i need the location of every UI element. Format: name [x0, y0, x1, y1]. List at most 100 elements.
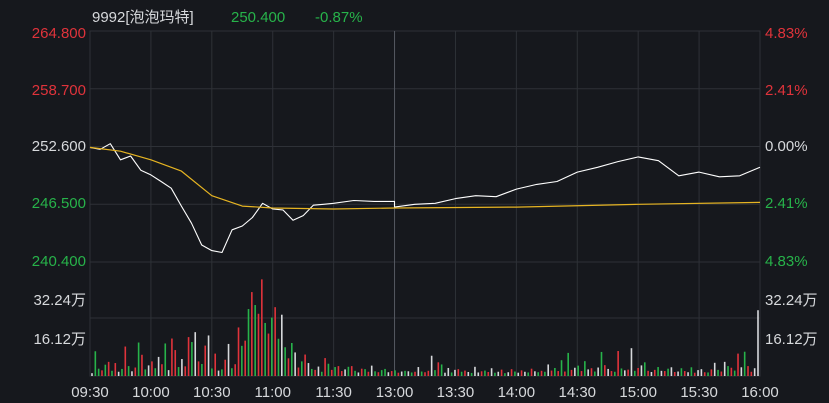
- volume-bar: [114, 363, 117, 376]
- volume-bar: [340, 371, 343, 376]
- volume-bar: [713, 362, 716, 376]
- volume-bar: [514, 371, 516, 376]
- volume-bar: [440, 364, 443, 376]
- volume-bar: [297, 367, 300, 376]
- volume-bar: [477, 372, 480, 376]
- volume-bar: [730, 367, 733, 376]
- y-tick-label: 264.800: [32, 25, 86, 42]
- volume-bar: [400, 371, 403, 376]
- volume-right-tick-label: 32.24万: [765, 292, 818, 309]
- volume-bar: [141, 354, 143, 376]
- volume-bar: [710, 369, 713, 376]
- price-lines: [89, 143, 761, 254]
- volume-bar: [494, 372, 496, 376]
- volume-bar: [347, 366, 350, 376]
- volume-bar: [647, 370, 649, 376]
- volume-bar: [550, 370, 553, 376]
- volume-bar: [594, 371, 596, 376]
- volume-bar: [570, 369, 573, 376]
- volume-bar: [227, 343, 230, 376]
- x-tick-label: 16:00: [741, 384, 779, 401]
- volume-bar: [584, 361, 586, 376]
- volume-bar: [700, 369, 703, 376]
- volume-bar: [720, 371, 723, 376]
- volume-bar: [187, 337, 190, 376]
- volume-bar: [500, 369, 503, 376]
- x-tick-label: 10:30: [193, 384, 231, 401]
- volume-bar: [384, 368, 386, 376]
- volume-bar: [167, 370, 170, 376]
- volume-bar: [733, 370, 736, 376]
- x-axis: 09:30 10:00 10:30 11:00 11:30 13:00 13:30 14:00…: [71, 384, 779, 401]
- volume-bar: [673, 371, 676, 376]
- volume-bar: [707, 372, 709, 376]
- volume-bar: [244, 340, 246, 376]
- volume-bar: [247, 309, 250, 376]
- y-right-tick-label: 4.83%: [765, 25, 808, 42]
- volume-bar: [171, 338, 173, 376]
- volume-bar: [474, 366, 476, 376]
- volume-bar: [547, 364, 550, 376]
- volume-bar: [357, 372, 360, 376]
- volume-bar: [470, 372, 473, 376]
- volume-bar: [540, 370, 543, 376]
- volume-bar: [121, 368, 123, 376]
- volume-bar: [304, 354, 306, 376]
- x-tick-label: 14:00: [498, 384, 536, 401]
- volume-bar: [117, 371, 120, 376]
- volume-bar: [367, 371, 370, 376]
- volume-bar: [743, 351, 746, 376]
- volume-bar: [267, 333, 270, 376]
- volume-bar: [683, 371, 686, 376]
- volume-bar: [370, 365, 373, 376]
- volume-bar: [407, 371, 410, 376]
- volume-bar: [147, 365, 150, 376]
- volume-tick-label: 32.24万: [33, 292, 86, 309]
- volume-bar: [667, 368, 669, 376]
- volume-bar: [204, 345, 207, 376]
- volume-bar: [251, 292, 253, 376]
- volume-bar: [144, 369, 147, 376]
- volume-bar: [264, 322, 266, 376]
- volume-bar: [434, 370, 436, 376]
- volume-bar: [414, 371, 416, 376]
- volume-bar: [420, 371, 423, 376]
- volume-bar: [517, 372, 520, 376]
- volume-bar: [677, 371, 679, 376]
- volume-bar: [307, 363, 310, 376]
- volume-bar: [747, 366, 749, 376]
- volume-bar: [211, 368, 213, 376]
- volume-bar: [590, 368, 593, 376]
- volume-bar: [703, 372, 706, 376]
- volume-bar: [111, 370, 113, 376]
- volume-bar: [344, 369, 346, 376]
- y-tick-label: 240.400: [32, 253, 86, 270]
- volume-bar: [354, 370, 356, 376]
- volume-bar: [464, 370, 466, 376]
- volume-bar: [460, 371, 463, 376]
- volume-bar: [697, 370, 699, 376]
- volume-bar: [177, 367, 180, 376]
- volume-bar: [467, 371, 470, 376]
- y-right-tick-label: 2.41%: [765, 82, 808, 99]
- price-line: [89, 143, 761, 254]
- volume-bar: [723, 361, 726, 376]
- volume-bar: [574, 367, 576, 376]
- volume-bar: [294, 352, 296, 376]
- volume-bar: [507, 372, 510, 376]
- volume-bar: [490, 368, 493, 376]
- volume-bar: [191, 342, 193, 376]
- volume-bar: [727, 366, 729, 376]
- y-right-tick-label: 0.00%: [765, 138, 808, 155]
- volume-bar: [241, 345, 243, 376]
- volume-bar: [330, 369, 333, 376]
- volume-bar: [640, 365, 643, 376]
- stock-symbol: 9992[泡泡玛特]: [92, 9, 194, 26]
- volume-bar: [104, 364, 107, 376]
- volume-bar: [450, 372, 453, 376]
- x-tick-label: 14:30: [558, 384, 596, 401]
- volume-bar: [607, 368, 609, 376]
- volume-bar: [364, 369, 366, 376]
- volume-bar: [480, 371, 483, 376]
